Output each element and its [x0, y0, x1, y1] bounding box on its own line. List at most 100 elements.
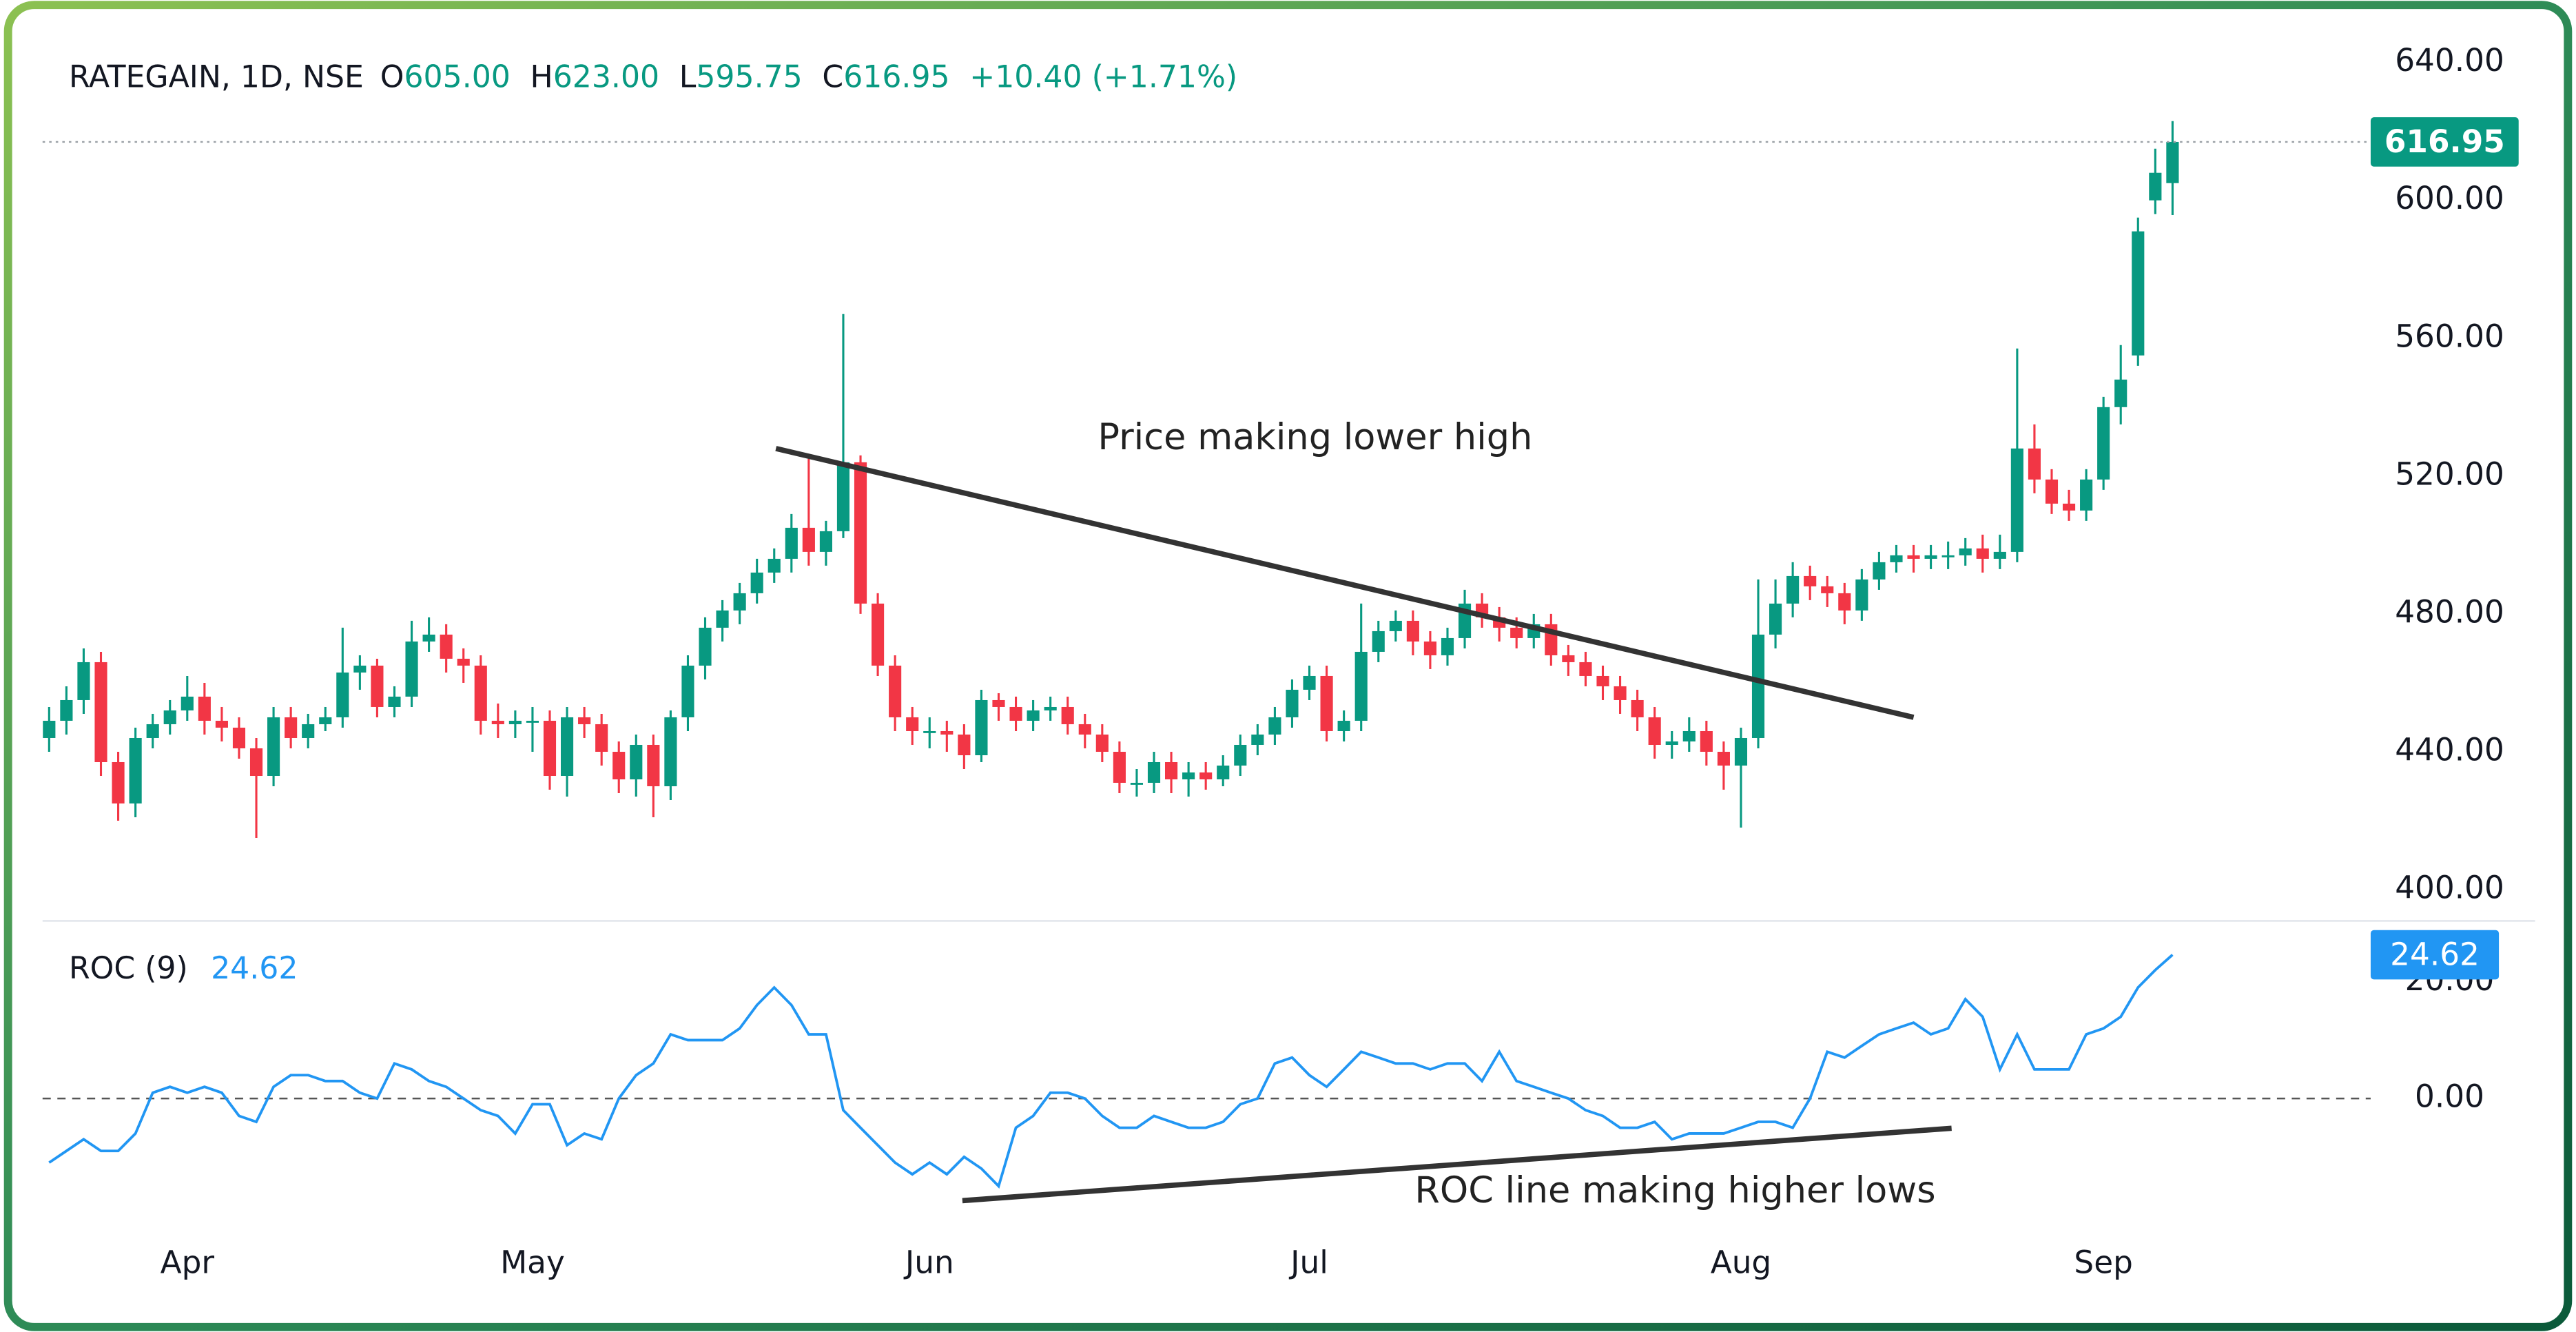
candle-body [440, 634, 453, 659]
x-tick-label: Apr [161, 1244, 215, 1281]
indicator-title: ROC (9) [69, 951, 188, 986]
candle-body [1303, 675, 1316, 690]
candle-body [1423, 641, 1436, 655]
candle-body [1044, 706, 1057, 710]
candle-body [43, 720, 56, 738]
y-tick-label: 400.00 [2395, 870, 2504, 906]
roc-line [48, 954, 2174, 1189]
indicator-legend: ROC (9) 24.62 [69, 951, 298, 986]
ohlc-key: L [679, 60, 697, 95]
candle-body [1337, 720, 1350, 731]
candle-body [1009, 706, 1022, 721]
candle-body [146, 724, 159, 738]
candle-body [422, 634, 435, 642]
candle-body [630, 744, 643, 780]
candle-body [163, 710, 176, 724]
candle-body [612, 751, 626, 780]
candle-body [1993, 551, 2006, 559]
candle-body [2149, 172, 2162, 201]
candle-body [491, 720, 504, 724]
candle-body [664, 717, 677, 787]
candle-body [733, 593, 746, 611]
candle-body [2010, 448, 2023, 552]
candle-body [2097, 407, 2110, 480]
y-tick-label: 440.00 [2395, 731, 2504, 768]
candle-body [872, 603, 885, 666]
candle-body [958, 734, 971, 755]
candle-body [2062, 503, 2076, 511]
y-tick-label: 520.00 [2395, 455, 2504, 492]
candle-body [474, 665, 487, 721]
candle-body [1354, 651, 1368, 721]
y-tick-label: 560.00 [2395, 318, 2504, 354]
candle-body [319, 717, 332, 724]
frame [3, 1, 2573, 1331]
candle-body [1596, 675, 1609, 686]
candle-body [1389, 620, 1402, 631]
ohlc-value: 623.00 [553, 60, 659, 95]
candle-body [699, 627, 712, 666]
last-price-tag [2370, 117, 2519, 167]
candle-body [543, 720, 557, 777]
x-tick-label: Sep [2074, 1244, 2132, 1281]
candle-body [1821, 586, 1834, 593]
candle-body [2114, 379, 2127, 407]
candle-body [906, 717, 919, 731]
candle-body [802, 527, 815, 552]
candle-body [750, 572, 763, 593]
ohlc-key: C [822, 60, 843, 95]
candle-body [302, 724, 315, 738]
candle-body [1579, 662, 1592, 676]
candle-body [716, 610, 729, 628]
candle-body [1027, 710, 1040, 721]
candle-body [785, 527, 798, 559]
ohlc-key: O [380, 60, 404, 95]
candle-body [647, 744, 660, 787]
candle-body [1320, 675, 1333, 731]
indicator-value: 24.62 [211, 951, 298, 986]
candle-body [371, 665, 384, 707]
candle-body [681, 665, 694, 717]
candle-body [1873, 562, 1886, 580]
annotation: ROC line making higher lows [1414, 1169, 1935, 1211]
candle-body [1113, 751, 1126, 783]
candle-body [1665, 741, 1678, 745]
candle-body [1959, 548, 1972, 555]
candle-body [1838, 593, 1851, 611]
candle-body [1130, 783, 1144, 785]
candle-body [1734, 737, 1748, 766]
candle-body [285, 717, 298, 738]
candle-body [1095, 734, 1109, 752]
y-tick-label: 480.00 [2395, 593, 2504, 630]
candle-body [1199, 772, 1213, 780]
candle-body [388, 696, 401, 707]
candle-body [1562, 655, 1575, 662]
candle-body [232, 727, 246, 748]
candle-body [1941, 555, 1955, 557]
candle-body [854, 462, 867, 604]
trend-line [962, 1125, 1952, 1204]
candle-body [836, 462, 850, 531]
candle-body [1217, 765, 1230, 780]
trend-line [775, 446, 1915, 720]
candle-body [2045, 479, 2059, 504]
ohlc-value: 616.95 [843, 60, 949, 95]
x-tick-label: Jun [903, 1244, 954, 1281]
candle-body [1682, 730, 1696, 741]
symbol-title: RATEGAIN, 1D, NSE [69, 60, 364, 95]
candle-body [2166, 141, 2179, 183]
candle-body [1700, 730, 1713, 752]
candle-body [1924, 555, 1937, 559]
candle-body [249, 748, 263, 777]
change: +10.40 (+1.71%) [969, 60, 1237, 95]
candle-body [889, 665, 902, 717]
candle-body [405, 641, 418, 697]
y-tick-label: 0.00 [2415, 1078, 2484, 1115]
ohlc-key: H [530, 60, 553, 95]
candle-body [1751, 634, 1765, 738]
candle-body [2132, 231, 2145, 356]
annotation: Price making lower high [1098, 416, 1532, 458]
candle-body [508, 720, 522, 724]
plot: 400.00 440.00 480.00 520.00 560.00 600.00 640.… [42, 42, 2519, 1281]
